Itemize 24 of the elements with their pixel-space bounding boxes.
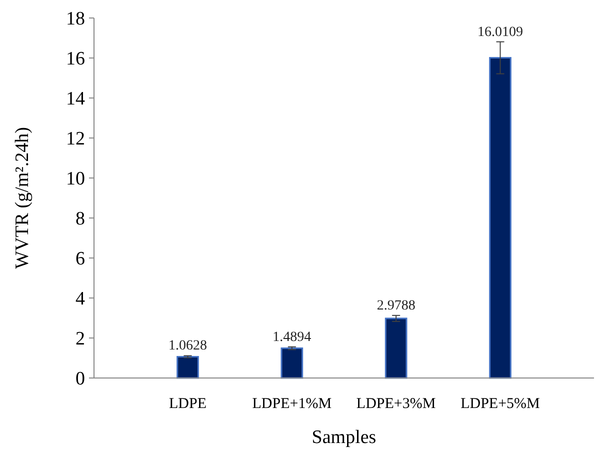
y-tick-label: 12 bbox=[66, 128, 85, 150]
x-tick-label: LDPE+5%M bbox=[460, 396, 540, 412]
y-tick-label: 16 bbox=[66, 48, 85, 70]
y-tick-label: 2 bbox=[76, 328, 85, 350]
y-tick-label: 4 bbox=[76, 288, 86, 310]
bar bbox=[280, 347, 304, 379]
data-label: 16.0109 bbox=[478, 24, 523, 40]
bar bbox=[176, 356, 199, 379]
x-tick-label: LDPE bbox=[169, 396, 206, 412]
y-tick-label: 0 bbox=[76, 368, 85, 390]
y-tick-label: 10 bbox=[66, 168, 85, 190]
data-label: 2.9788 bbox=[376, 298, 416, 314]
x-axis-title: Samples bbox=[312, 427, 376, 448]
data-label: 1.0628 bbox=[168, 338, 207, 354]
bar bbox=[384, 318, 408, 379]
y-tick-label: 14 bbox=[66, 88, 86, 110]
x-tick-label: LDPE+3%M bbox=[356, 396, 436, 412]
y-tick-label: 18 bbox=[66, 8, 85, 30]
bar bbox=[489, 57, 512, 379]
y-axis-title: WVTR (g/m².24h) bbox=[12, 127, 33, 269]
y-tick-label: 6 bbox=[76, 248, 85, 270]
data-label: 1.4894 bbox=[272, 330, 312, 345]
x-tick-label: LDPE+1%M bbox=[252, 396, 332, 412]
y-tick-label: 8 bbox=[76, 208, 85, 230]
